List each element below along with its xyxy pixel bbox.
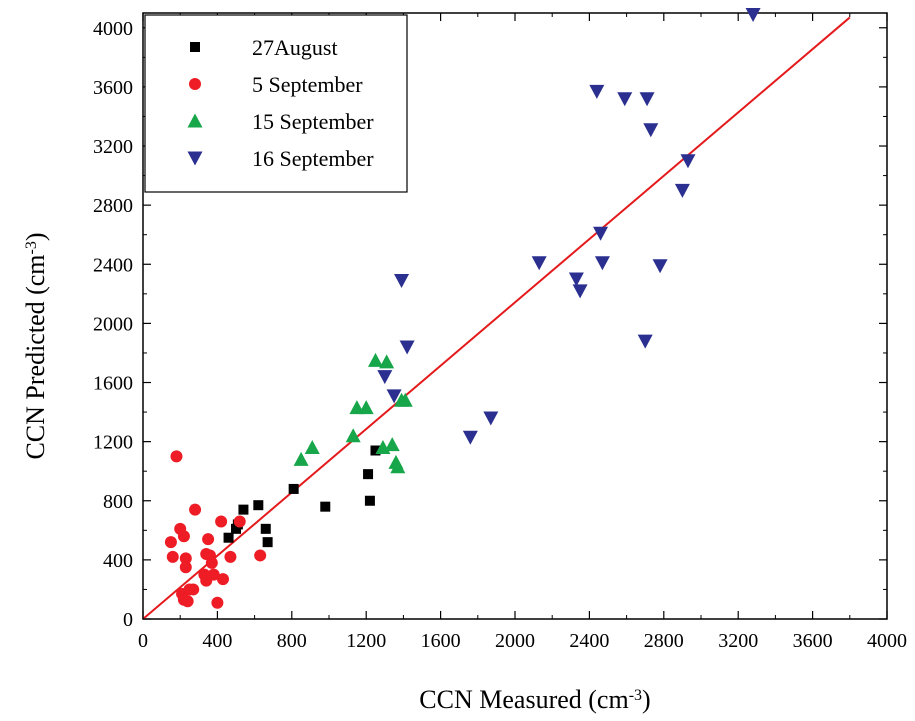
data-point [207,568,220,581]
data-point [170,450,183,463]
x-tick-label: 3200 [718,630,758,652]
legend-marker [187,113,203,128]
data-point [363,469,374,480]
data-point [674,183,690,198]
data-point [617,92,633,107]
data-point [224,550,237,563]
y-tick-label: 1600 [93,373,133,395]
x-tick-label: 1200 [346,630,386,652]
data-point [254,549,267,562]
y-tick-label: 3200 [93,136,133,158]
data-point [177,530,190,543]
y-tick-label: 1200 [93,432,133,454]
data-point [379,354,395,369]
data-point [384,437,400,452]
data-point [639,92,655,107]
data-point [233,515,246,528]
legend-box [144,14,408,193]
data-point [345,428,361,443]
data-point [370,445,381,456]
data-point [386,389,402,404]
data-point [652,259,668,274]
data-point [211,596,224,609]
y-tick-label: 800 [103,491,133,513]
data-point [397,392,413,407]
data-point [288,483,299,494]
x-axis-title: CCN Measured (cm-3) [419,685,650,714]
data-point [260,523,271,534]
x-tick-label: 0 [138,630,148,652]
data-point [568,272,584,287]
data-point [377,370,393,385]
x-tick-label: 1600 [421,630,461,652]
data-point [368,352,383,367]
fit-line [142,16,851,620]
data-point [462,430,478,445]
data-point [216,573,229,586]
data-point [589,84,605,99]
data-point [179,552,192,565]
x-tick-label: 2000 [495,630,535,652]
data-point [166,550,179,563]
data-point [364,495,375,506]
data-point [304,440,320,455]
legend-marker [189,78,201,90]
data-point [320,501,331,512]
data-point [680,154,696,169]
y-tick-label: 2000 [93,313,133,335]
x-tick-label: 400 [202,630,232,652]
data-point [643,123,659,138]
y-tick-label: 4000 [93,18,133,40]
x-tick-label: 3600 [793,630,833,652]
data-point [202,533,215,546]
data-point [394,274,410,289]
legend-marker [190,42,200,52]
data-point [637,334,653,349]
legend: 27August 5 September 15 September 16 Septem… [144,14,408,193]
data-point [593,226,609,241]
data-points-layer [164,7,761,609]
legend-marker [187,151,203,166]
data-point [262,537,273,548]
x-tick-label: 2400 [569,630,609,652]
axis-ticks: 0 400 800 1200 1600 2000 2400 2800 3200 3600 4000 0… [93,13,907,652]
data-point [215,515,228,528]
y-tick-label: 3600 [93,77,133,99]
legend-label: 15 September [252,109,374,134]
data-point [187,583,200,596]
data-point [238,504,249,515]
legend-label: 5 September [252,72,363,97]
data-point [181,595,194,608]
data-point [164,536,177,549]
data-point [399,340,415,355]
data-point [390,459,406,474]
data-point [189,503,202,516]
x-tick-label: 4000 [867,630,907,652]
data-point [483,411,499,426]
y-axis-title: CCN Predicted (cm-3) [21,232,50,459]
data-point [293,451,309,466]
fit-line-layer [142,16,851,620]
data-point [179,561,192,574]
y-tick-label: 0 [123,609,133,631]
data-point [205,556,218,569]
data-point [223,532,234,543]
data-point [594,256,610,271]
x-tick-label: 2800 [644,630,684,652]
y-tick-label: 2400 [93,254,133,276]
data-point [572,284,588,299]
y-tick-label: 400 [103,550,133,572]
legend-label: 16 September [252,146,374,171]
data-point [531,256,547,271]
x-tick-label: 800 [277,630,307,652]
y-tick-label: 2800 [93,195,133,217]
data-point [745,7,761,22]
legend-label: 27August [252,35,338,60]
data-point [358,400,374,415]
data-point [253,500,264,511]
